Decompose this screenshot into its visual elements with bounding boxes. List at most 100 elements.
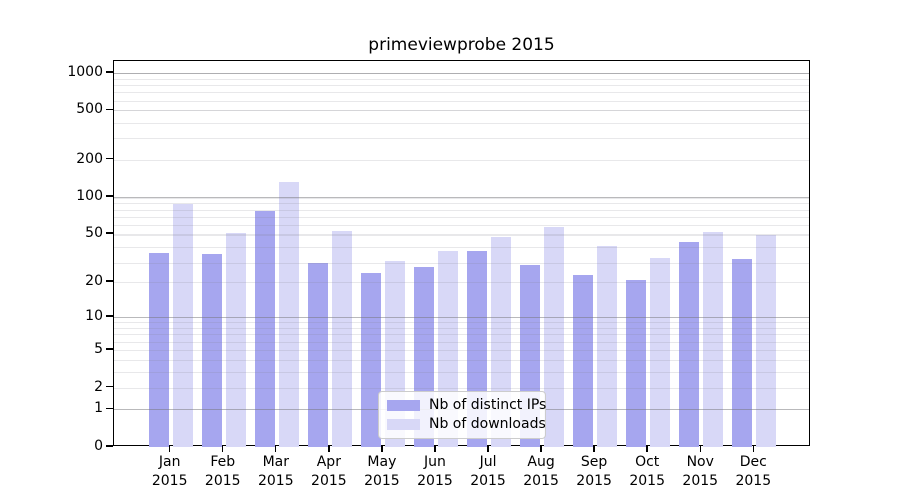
bar-downloads (703, 231, 724, 447)
x-tick-label: Aug 2015 (523, 454, 559, 489)
x-tick (487, 446, 489, 452)
x-tick (699, 446, 701, 452)
minor-gridline (114, 92, 809, 94)
y-tick-label: 20 (85, 273, 103, 290)
x-tick (434, 446, 436, 452)
minor-gridline (114, 247, 809, 249)
bar-downloads (225, 233, 246, 447)
bar-downloads (756, 235, 777, 447)
bar-distinct-ips (732, 259, 753, 447)
major-gridline (114, 197, 809, 199)
y-tick-label: 200 (76, 150, 103, 167)
bar-distinct-ips (679, 242, 700, 447)
y-tick (106, 315, 113, 317)
minor-gridline (114, 122, 809, 124)
legend: Nb of distinct IPs Nb of downloads (378, 391, 546, 439)
minor-gridline (114, 197, 809, 199)
legend-item-distinct-ips: Nb of distinct IPs (387, 398, 546, 413)
x-tick-label: Jul 2015 (470, 454, 506, 489)
y-tick (106, 108, 113, 111)
minor-gridline (114, 371, 809, 373)
y-tick-label: 2 (94, 378, 103, 395)
y-tick (106, 348, 113, 350)
x-tick-label: Oct 2015 (629, 454, 665, 489)
major-gridline (114, 317, 809, 319)
x-tick-label: Apr 2015 (311, 454, 347, 489)
y-tick-label: 50 (85, 225, 103, 242)
minor-gridline (114, 110, 809, 112)
y-tick-label: 5 (94, 340, 103, 357)
minor-gridline (114, 262, 809, 264)
minor-gridline (114, 235, 809, 237)
x-tick (381, 446, 383, 452)
bar-distinct-ips (626, 279, 647, 447)
minor-gridline (114, 282, 809, 284)
x-tick (275, 446, 277, 452)
minor-gridline (114, 100, 809, 102)
y-tick (106, 195, 113, 197)
y-tick-label: 0 (94, 438, 103, 454)
bar-downloads (172, 203, 193, 447)
bar-distinct-ips (148, 252, 169, 447)
y-tick-label: 100 (76, 188, 103, 205)
bar-downloads (597, 245, 618, 447)
minor-gridline (114, 84, 809, 86)
x-tick (646, 446, 648, 452)
minor-gridline (114, 159, 809, 161)
minor-gridline (114, 225, 809, 227)
x-tick (752, 446, 754, 452)
y-tick (106, 232, 113, 234)
y-tick-label: 500 (76, 101, 103, 118)
x-tick (328, 446, 330, 452)
minor-gridline (114, 110, 809, 112)
y-tick (106, 280, 113, 282)
x-tick-label: Mar 2015 (257, 454, 294, 489)
x-tick-label: May 2015 (364, 454, 400, 489)
bar-downloads (331, 230, 352, 447)
minor-gridline (114, 334, 809, 336)
bar-downloads (544, 227, 565, 447)
y-tick-label: 10 (85, 308, 103, 325)
minor-gridline (114, 328, 809, 329)
major-gridline (114, 72, 809, 74)
bar-distinct-ips (360, 272, 381, 447)
legend-swatch-distinct-ips (387, 400, 420, 411)
bar-distinct-ips (201, 254, 222, 447)
chart-title: primeviewprobe 2015 (368, 35, 555, 55)
legend-swatch-downloads (387, 419, 420, 430)
legend-label: Nb of distinct IPs (429, 397, 547, 413)
minor-gridline (114, 203, 809, 205)
x-tick (169, 446, 171, 452)
y-tick (106, 385, 113, 388)
minor-gridline (114, 359, 809, 361)
y-tick (106, 407, 113, 410)
minor-gridline (114, 209, 809, 211)
minor-gridline (114, 322, 809, 324)
x-tick-label: Nov 2015 (682, 454, 719, 489)
bar-downloads (650, 257, 671, 447)
x-tick (540, 446, 542, 452)
bar-distinct-ips (573, 274, 594, 447)
legend-item-downloads: Nb of downloads (387, 417, 546, 432)
x-tick-label: Sep 2015 (576, 454, 612, 489)
legend-label: Nb of downloads (429, 416, 546, 432)
x-tick-label: Feb 2015 (204, 454, 241, 489)
y-tick (106, 71, 113, 73)
x-tick-label: Dec 2015 (735, 454, 772, 489)
x-tick (593, 446, 595, 452)
y-tick (106, 158, 113, 160)
minor-gridline (114, 349, 809, 351)
minor-gridline (114, 341, 809, 343)
minor-gridline (114, 216, 809, 218)
minor-gridline (114, 387, 809, 389)
y-tick (106, 445, 113, 447)
minor-gridline (114, 234, 809, 236)
minor-gridline (114, 138, 809, 140)
bar-downloads (278, 182, 299, 447)
x-tick-label: Jun 2015 (417, 454, 453, 489)
y-tick-label: 1000 (67, 63, 103, 80)
minor-gridline (114, 78, 809, 80)
bar-distinct-ips (254, 211, 275, 447)
x-tick (222, 446, 224, 452)
